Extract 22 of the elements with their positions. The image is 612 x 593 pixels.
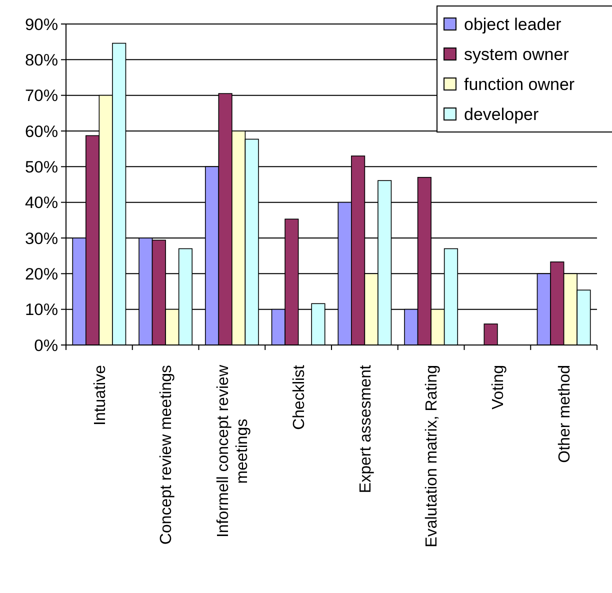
- x-tick-label: Evalutation matrix, Rating: [424, 365, 441, 548]
- y-tick-label: 90%: [24, 16, 58, 34]
- y-tick-label: 40%: [24, 194, 58, 212]
- y-tick-label: 30%: [24, 230, 58, 248]
- y-tick-label: 20%: [24, 265, 58, 284]
- y-tick-label: 70%: [24, 87, 58, 106]
- y-tick-label: 80%: [24, 51, 58, 70]
- y-tick-label: 50%: [24, 158, 58, 176]
- y-tick-label: 0%: [34, 336, 58, 355]
- x-tick-label: Expert assesment: [357, 364, 374, 494]
- y-tick-label: 60%: [24, 122, 58, 141]
- x-tick-label: Other method: [556, 365, 574, 463]
- x-tick-label: Checklist: [290, 364, 308, 430]
- legend-label: system owner: [464, 44, 570, 64]
- y-tick-label: 10%: [24, 301, 58, 320]
- x-tick-label: Informell concept review meetings: [215, 364, 252, 538]
- x-tick-label: Voting: [490, 365, 508, 410]
- x-tick-label: Intuative: [92, 364, 109, 426]
- x-tick-label: Concept review meetings: [158, 365, 176, 545]
- legend-label: function owner: [464, 74, 575, 94]
- legend-label: object leader: [464, 14, 562, 34]
- legend-label: developer: [464, 104, 540, 124]
